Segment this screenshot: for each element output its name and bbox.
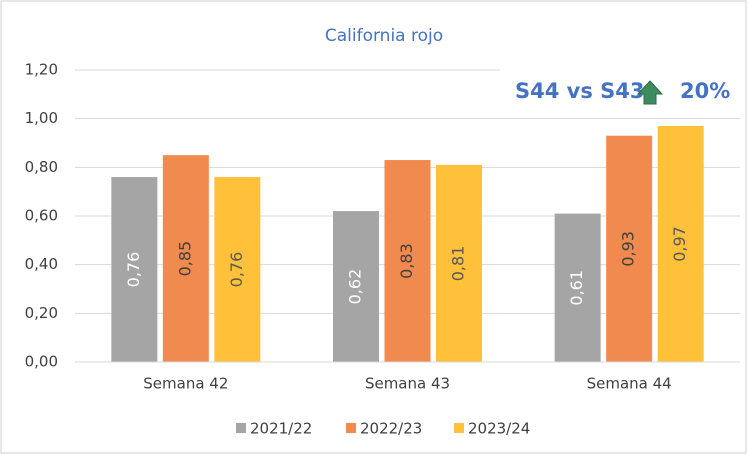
x-tick-label: Semana 43 bbox=[365, 375, 450, 393]
bar bbox=[554, 213, 601, 362]
y-tick-label: 0,40 bbox=[25, 255, 58, 273]
annotation-text: 20% bbox=[680, 79, 730, 103]
legend-swatch bbox=[346, 423, 356, 433]
x-tick-label: Semana 42 bbox=[143, 375, 228, 393]
data-label: 0,76 bbox=[124, 252, 143, 288]
bar bbox=[384, 160, 431, 362]
legend-swatch bbox=[454, 423, 464, 433]
data-label: 0,62 bbox=[346, 269, 365, 305]
chart-title: California rojo bbox=[325, 26, 443, 46]
y-tick-label: 0,80 bbox=[25, 158, 58, 176]
bar bbox=[162, 155, 209, 362]
bar bbox=[436, 164, 482, 362]
y-tick-label: 0,60 bbox=[25, 207, 58, 225]
bar bbox=[333, 211, 379, 362]
x-tick-label: Semana 44 bbox=[587, 375, 672, 393]
data-label: 0,85 bbox=[175, 241, 194, 277]
data-label: 0,97 bbox=[670, 226, 689, 262]
data-label: 0,81 bbox=[449, 246, 468, 282]
bar bbox=[657, 125, 704, 362]
bar bbox=[214, 177, 261, 362]
data-label: 0,76 bbox=[227, 252, 246, 288]
y-tick-label: 1,00 bbox=[25, 109, 58, 127]
annotation-text: S44 vs S43 bbox=[515, 79, 645, 103]
y-tick-label: 0,20 bbox=[25, 304, 58, 322]
legend-label: 2022/23 bbox=[360, 420, 422, 438]
legend-label: 2021/22 bbox=[250, 420, 312, 438]
y-tick-label: 0,00 bbox=[25, 353, 58, 371]
data-label: 0,61 bbox=[567, 270, 586, 306]
annotation-arrow bbox=[636, 80, 664, 105]
bar bbox=[111, 177, 158, 362]
bar bbox=[606, 135, 653, 362]
annotation-box bbox=[500, 68, 744, 114]
y-tick-label: 1,20 bbox=[25, 61, 58, 79]
legend-label: 2023/24 bbox=[468, 420, 530, 438]
data-label: 0,93 bbox=[619, 231, 638, 267]
data-label: 0,83 bbox=[397, 243, 416, 279]
legend-swatch bbox=[236, 423, 246, 433]
